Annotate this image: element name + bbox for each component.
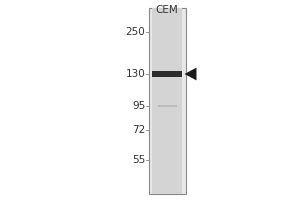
Text: 72: 72 <box>132 125 146 135</box>
Bar <box>152 8 182 194</box>
Text: CEM: CEM <box>155 5 178 15</box>
Bar <box>148 8 186 194</box>
Text: 130: 130 <box>126 69 146 79</box>
Text: 95: 95 <box>132 101 146 111</box>
Text: 55: 55 <box>132 155 146 165</box>
Bar <box>158 105 177 107</box>
Bar <box>152 71 182 77</box>
Polygon shape <box>184 68 196 80</box>
Text: 250: 250 <box>126 27 146 37</box>
